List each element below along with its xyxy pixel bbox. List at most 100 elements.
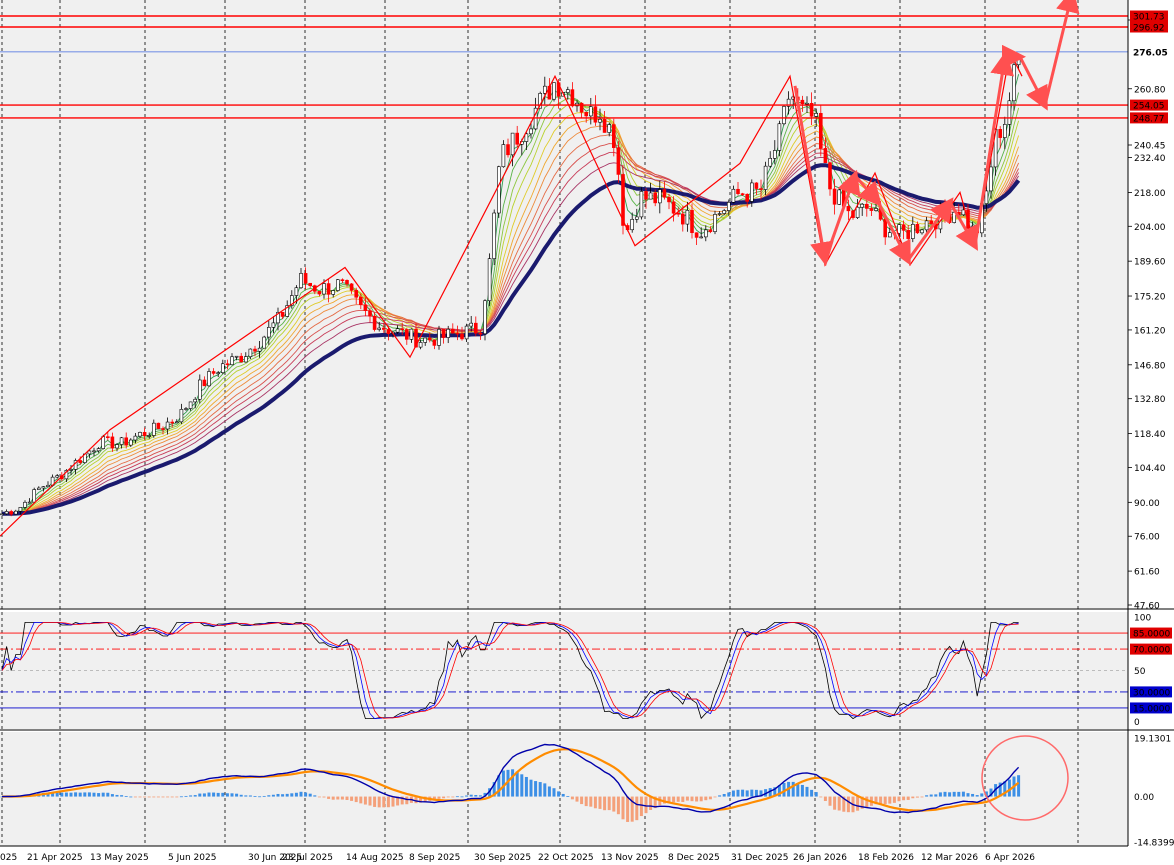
macd-tick-label: 0.00 (1134, 793, 1154, 803)
candle (496, 165, 501, 218)
macd-bar (281, 794, 285, 797)
macd-bar (258, 796, 262, 798)
macd-bar (718, 795, 722, 797)
macd-bar (340, 796, 344, 800)
macd-bar (948, 792, 952, 797)
time-label: 26 Jan 2026 (793, 853, 847, 863)
stochastic-lines (1, 621, 1019, 720)
macd-bar (741, 789, 745, 797)
stochastic-line (1, 621, 1019, 719)
macd-bar (1007, 779, 1011, 797)
price-tick-label: 175.20 (1134, 293, 1166, 303)
candle (713, 210, 717, 235)
candle (699, 227, 704, 239)
candle (492, 209, 497, 266)
macd-bar (773, 787, 777, 797)
time-label: 22 Oct 2025 (538, 853, 594, 863)
macd-bar (87, 792, 91, 797)
macd-bar (879, 796, 883, 804)
projection-arrow (948, 201, 978, 251)
candle (188, 401, 193, 411)
macd-bar (699, 796, 703, 802)
macd-bar (368, 796, 372, 806)
main-pane[interactable] (0, 0, 1128, 608)
macd-bar (331, 796, 335, 800)
candle (262, 335, 267, 349)
candle (667, 193, 671, 210)
candle (280, 312, 285, 319)
price-tick-label: 204.00 (1134, 223, 1166, 233)
macd-bar (672, 796, 676, 803)
macd-bar (396, 796, 400, 806)
candle (340, 278, 345, 284)
time-label: 13 Nov 2025 (601, 853, 659, 863)
macd-bar (304, 792, 308, 797)
price-tick-label: 61.60 (1134, 568, 1160, 578)
macd-bar (478, 795, 482, 797)
macd-bar (437, 796, 441, 799)
candle (593, 95, 598, 126)
macd-pane[interactable] (0, 732, 1128, 846)
candle (639, 187, 644, 220)
svg-text:254.05: 254.05 (1133, 102, 1165, 112)
candle (55, 473, 60, 479)
macd-bar (308, 793, 312, 797)
candle (460, 326, 464, 341)
macd-bar (819, 796, 823, 798)
macd-bar (520, 774, 524, 797)
macd-bar (64, 792, 68, 797)
macd-bar (754, 789, 758, 797)
macd-bar (731, 790, 735, 797)
macd-bar (782, 782, 786, 797)
macd-bar (791, 781, 795, 797)
macd-bar (552, 788, 556, 797)
macd-bar (515, 771, 519, 797)
macd-bar (971, 793, 975, 797)
candle (473, 316, 478, 337)
candle (745, 193, 750, 208)
macd-bar (925, 795, 929, 797)
macd-bar (547, 786, 551, 797)
macd-bar (377, 796, 381, 808)
candle (358, 293, 363, 310)
candle (924, 216, 929, 233)
macd-bar (419, 796, 423, 803)
candle (648, 182, 653, 200)
candle (138, 431, 142, 439)
candle (759, 179, 763, 200)
price-tick-label: 47.60 (1134, 602, 1160, 612)
candle (368, 307, 372, 323)
candle (510, 132, 515, 167)
macd-bar (354, 796, 358, 803)
macd-bar (189, 795, 193, 797)
macd-bar (704, 796, 708, 801)
price-tick-label: 161.20 (1134, 326, 1166, 336)
candle (46, 481, 50, 487)
candle (901, 220, 906, 240)
candle (41, 486, 46, 492)
price-tick-label: 240.45 (1134, 142, 1166, 152)
macd-bar (276, 793, 280, 797)
candle (409, 328, 414, 343)
candle (897, 223, 901, 237)
candle (653, 189, 658, 207)
macd-bar (961, 791, 965, 797)
price-tick-label: 146.80 (1134, 361, 1166, 371)
candle (96, 447, 101, 453)
macd-bar (290, 793, 294, 797)
macd-bar (124, 796, 128, 797)
stochastic-level-tag: 15.0000 (1130, 702, 1172, 714)
candle (423, 337, 428, 346)
macd-bar (975, 795, 979, 797)
candle (782, 105, 786, 126)
macd-bar (511, 769, 515, 797)
macd-bar (543, 783, 547, 797)
macd-bar (626, 796, 630, 822)
macd-bar (442, 796, 446, 799)
macd-bar (156, 796, 160, 798)
macd-tick-label: -14.8399 (1134, 839, 1174, 849)
price-tag: 254.05 (1130, 99, 1168, 112)
macd-line (1, 743, 1020, 814)
candle (418, 339, 423, 350)
